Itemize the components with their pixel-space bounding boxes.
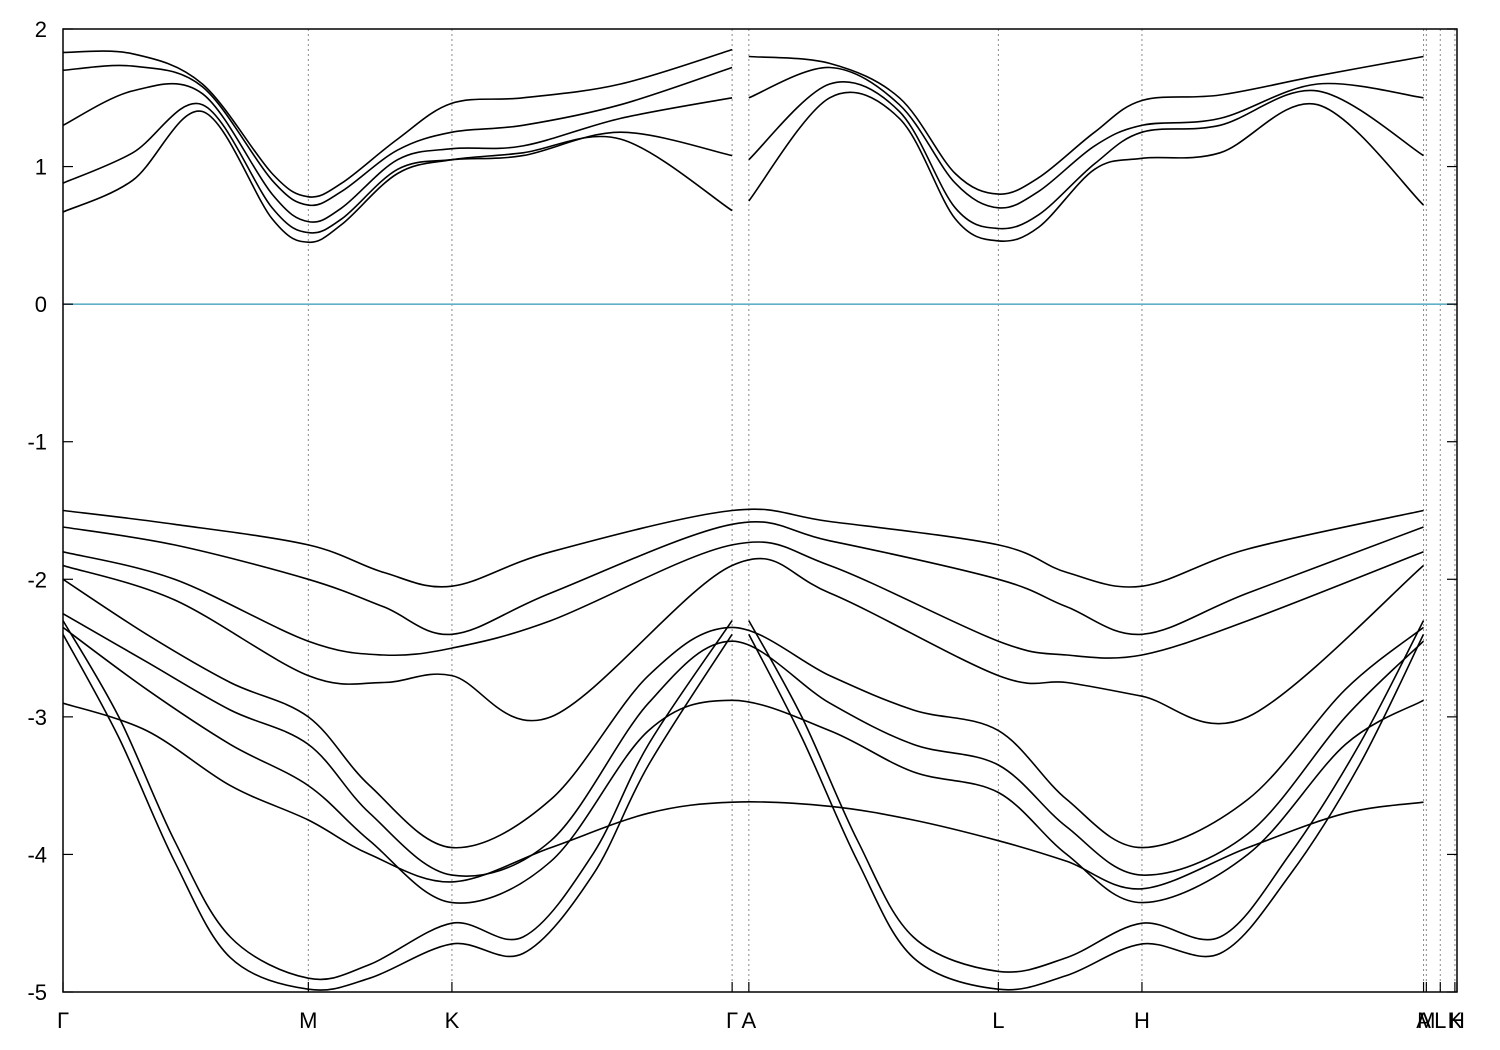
band-line <box>63 64 733 207</box>
band-line <box>63 626 1424 904</box>
y-tick-label: -1 <box>27 430 47 455</box>
y-tick-label: 0 <box>35 292 47 317</box>
symmetry-lines-layer <box>307 29 1456 992</box>
band-line <box>748 91 1425 242</box>
x-tick-label: K <box>1448 1008 1463 1033</box>
band-line <box>748 81 1424 230</box>
y-tick-label: -2 <box>27 567 47 592</box>
x-tick-label: A <box>742 1008 757 1033</box>
band-line <box>63 82 733 223</box>
band-line <box>63 613 1425 877</box>
y-tick-label: -5 <box>27 980 47 1005</box>
bands-layer <box>63 48 1425 991</box>
band-line <box>63 702 1424 890</box>
band-line <box>63 110 733 244</box>
x-tick-label: A <box>1416 1008 1431 1033</box>
x-tick-label: H <box>1449 1008 1465 1033</box>
tick-labels-layer: 210-1-2-3-4-5Γ M K Γ A L H AML KH <box>27 17 1465 1033</box>
y-tick-label: -3 <box>27 705 47 730</box>
band-line <box>63 578 1424 849</box>
band-line <box>63 520 1424 636</box>
band-line <box>748 55 1424 195</box>
y-tick-label: 2 <box>35 17 47 42</box>
band-line <box>63 102 733 234</box>
band-line <box>63 557 1425 725</box>
plot-frame <box>62 28 1458 993</box>
x-tick-label: H <box>1134 1008 1150 1033</box>
y-tick-label: 1 <box>35 155 47 180</box>
x-tick-label: K <box>445 1008 460 1033</box>
band-line <box>63 620 733 981</box>
y-tick-label: -4 <box>27 842 47 867</box>
band-line <box>63 541 1424 659</box>
x-tick-label: L <box>1434 1008 1446 1033</box>
x-tick-label: M <box>299 1008 317 1033</box>
frame-layer <box>62 28 1458 993</box>
band-line <box>748 66 1424 209</box>
x-tick-label: Γ <box>57 1008 69 1033</box>
band-line <box>63 633 733 991</box>
x-tick-label: L <box>992 1008 1004 1033</box>
x-tick-label: Γ <box>726 1008 738 1033</box>
band-line <box>63 48 733 198</box>
band-line <box>63 508 1424 588</box>
band-line <box>748 620 1425 973</box>
band-line <box>748 633 1425 991</box>
x-tick-label: M <box>1417 1008 1435 1033</box>
